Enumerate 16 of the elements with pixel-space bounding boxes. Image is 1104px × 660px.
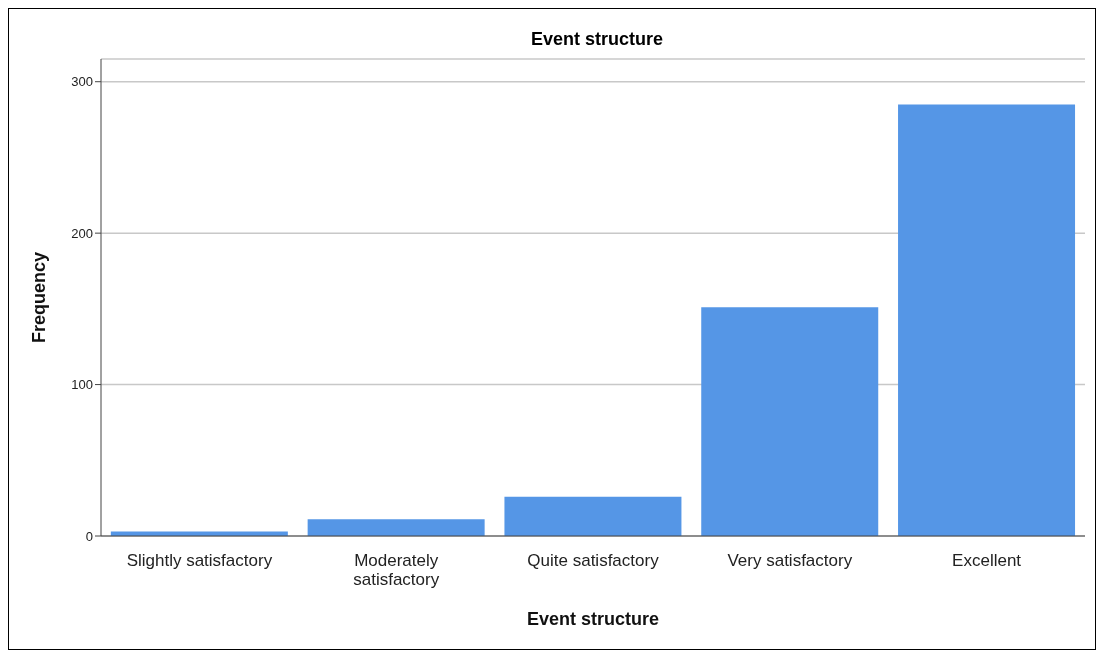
bar bbox=[504, 496, 682, 536]
bar bbox=[701, 307, 879, 536]
y-tick-label: 0 bbox=[85, 528, 93, 544]
x-tick-label: Moderately satisfactory bbox=[353, 551, 440, 590]
x-tick-label: Slightly satisfactory bbox=[126, 551, 273, 571]
bar bbox=[307, 519, 485, 536]
bar bbox=[898, 104, 1076, 536]
x-tick-label: Very satisfactory bbox=[727, 551, 853, 571]
y-axis-title: Frequency bbox=[29, 251, 50, 344]
x-tick-label: Excellent bbox=[952, 551, 1022, 571]
chart-title: Event structure bbox=[529, 28, 664, 51]
y-tick-label: 100 bbox=[71, 377, 93, 393]
y-tick-label: 200 bbox=[71, 225, 93, 241]
x-axis-title: Event structure bbox=[526, 609, 660, 629]
y-tick-label: 300 bbox=[71, 74, 93, 90]
x-tick-label: Quite satisfactory bbox=[527, 551, 660, 571]
